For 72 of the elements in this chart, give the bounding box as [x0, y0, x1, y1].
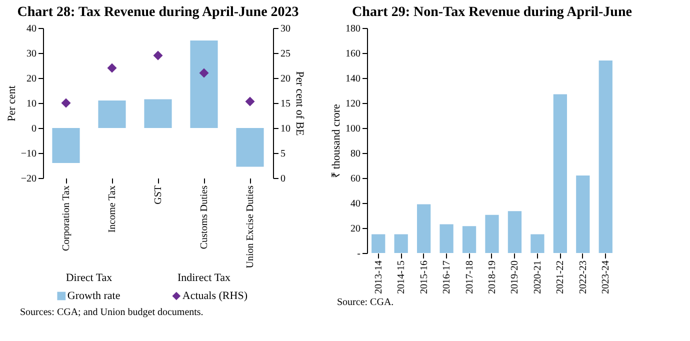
y-tick-label: 140 — [346, 74, 360, 84]
bar — [372, 234, 386, 253]
y-tick-label: −20 — [20, 174, 36, 184]
y2-tick-label: 20 — [280, 74, 290, 84]
x-tick-label: 2014-15 — [396, 260, 408, 294]
point — [153, 50, 163, 60]
bar — [553, 94, 567, 253]
chart-title: Chart 28: Tax Revenue during April-June 2023 — [17, 5, 299, 20]
y-axis-title: Per cent — [6, 86, 18, 122]
y-tick-label: 30 — [26, 48, 36, 60]
text: Indirect Tax — [177, 272, 232, 284]
y-tick-label: 10 — [26, 98, 36, 110]
source-note: Sources: CGA; and Union budget documents. — [20, 307, 204, 318]
bar — [440, 224, 454, 253]
x-tick-label: 2015-16 — [418, 260, 430, 294]
x-tick-label: Income Tax — [107, 186, 118, 233]
bar — [508, 211, 522, 253]
point — [245, 96, 255, 106]
y-tick-label: 100 — [346, 124, 360, 134]
x-tick-label: 2022-23 — [578, 260, 589, 294]
y2-tick-label: 0 — [280, 174, 286, 184]
x-tick-label: Customs Duties — [199, 185, 210, 250]
y2-tick-label: 5 — [280, 148, 286, 160]
x-tick-label: 2017-18 — [464, 260, 476, 294]
y-tick-label: 40 — [350, 198, 360, 210]
y2-tick-label: 15 — [280, 98, 290, 110]
bar — [462, 226, 476, 253]
x-tick-label: Corporation Tax — [61, 186, 72, 251]
y2-tick-label: 25 — [280, 48, 290, 60]
bar — [52, 128, 80, 163]
bar — [598, 60, 612, 253]
x-tick-label: 2018-19 — [487, 260, 498, 294]
y2-tick-label: 10 — [280, 124, 290, 134]
bar — [394, 234, 408, 253]
x-tick-label: GST — [153, 186, 164, 204]
legend-label: Actuals (RHS) — [182, 290, 248, 302]
text: Direct Tax — [66, 272, 113, 284]
y-tick-label: 60 — [350, 174, 360, 184]
source-note: Source: CGA. — [337, 297, 394, 308]
bar — [530, 234, 544, 253]
bar — [144, 99, 172, 128]
bar — [417, 204, 431, 253]
y-tick-label: 180 — [346, 24, 360, 34]
legend-label: Growth rate — [67, 290, 120, 302]
y-tick-label: −10 — [20, 148, 36, 160]
bar — [236, 128, 264, 167]
y-tick-label: 80 — [350, 148, 360, 160]
x-tick-label: 2016-17 — [442, 260, 453, 294]
x-tick-label: 2019-20 — [510, 260, 521, 294]
bar — [98, 100, 126, 128]
y-tick-label: - — [357, 248, 360, 260]
x-tick-label: 2021-22 — [555, 260, 566, 294]
x-tick-label: 2023-24 — [600, 260, 612, 294]
y-tick-label: 40 — [26, 24, 36, 34]
bar — [576, 176, 590, 253]
y-tick-label: 20 — [26, 74, 36, 84]
y2-tick-label: 30 — [280, 24, 290, 34]
point — [107, 63, 117, 73]
x-tick-label: 2020-21 — [532, 260, 544, 294]
y-axis-title: ₹ thousand crore — [330, 104, 342, 178]
y-tick-label: 20 — [350, 224, 360, 234]
chart-title: Chart 29: Non-Tax Revenue during April-June — [352, 5, 632, 20]
x-tick-label: Union Excise Duties — [245, 185, 256, 268]
x-tick-label: 2013-14 — [373, 260, 384, 294]
y2-axis-title: Per cent of BE — [294, 71, 306, 136]
y-tick-label: 120 — [346, 98, 360, 110]
bar — [485, 214, 499, 253]
y-tick-label: 160 — [346, 48, 360, 60]
y-tick-label: 0 — [32, 124, 36, 134]
point — [199, 68, 209, 78]
point — [61, 98, 71, 108]
bar — [190, 40, 218, 128]
